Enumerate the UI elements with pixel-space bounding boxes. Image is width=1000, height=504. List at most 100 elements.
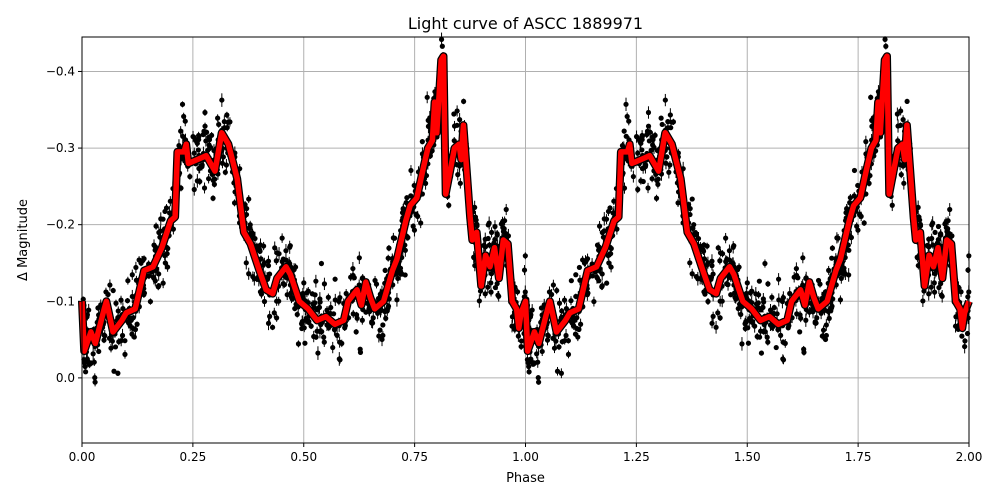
observation-point (920, 298, 926, 304)
observation-point (959, 333, 965, 339)
observation-point (410, 223, 416, 229)
observation-point (882, 36, 888, 43)
observation-point (812, 320, 818, 326)
observation-point (488, 229, 495, 236)
observation-point (663, 160, 669, 166)
observation-point (925, 243, 931, 249)
observation-point (568, 298, 574, 304)
observation-point (321, 339, 327, 345)
observation-point (151, 242, 157, 248)
observation-point (402, 272, 408, 278)
y-axis: −0.4 −0.3 −0.2 −0.1 0.0 (46, 64, 82, 385)
observation-point (568, 278, 574, 284)
observation-point (210, 177, 216, 184)
observation-point (551, 345, 558, 351)
observation-point (223, 162, 229, 168)
observation-point (476, 298, 482, 304)
observation-point (326, 324, 332, 331)
observation-point (765, 339, 771, 345)
observation-point (488, 289, 494, 295)
observation-point (594, 274, 600, 280)
observation-point (164, 264, 171, 270)
observation-point (709, 263, 715, 269)
observation-point (485, 284, 491, 290)
observation-point (438, 36, 445, 43)
observation-point (898, 108, 904, 114)
observation-point (103, 289, 109, 295)
observation-point (515, 333, 521, 339)
x-tick-label: 0.00 (69, 450, 96, 464)
observation-point (451, 111, 457, 117)
observation-point (662, 97, 668, 103)
observation-point (765, 281, 771, 287)
observation-point (110, 287, 116, 294)
observation-point (815, 277, 822, 284)
y-tick-label: 0.0 (56, 371, 75, 385)
observation-point (774, 311, 780, 317)
observation-point (736, 264, 742, 270)
observation-point (695, 235, 702, 242)
observation-point (180, 133, 186, 139)
observation-point (550, 282, 556, 288)
observation-point (125, 278, 131, 284)
observation-point (917, 217, 923, 223)
observation-point (81, 360, 88, 366)
observation-point (639, 132, 645, 139)
x-axis-label: Phase (506, 471, 545, 486)
observation-point (222, 169, 228, 175)
observation-point (500, 225, 506, 231)
observation-point (644, 131, 650, 138)
observation-point (898, 172, 904, 178)
observation-point (495, 292, 501, 298)
observation-point (947, 206, 953, 213)
observation-point (321, 281, 328, 287)
observation-point (385, 255, 391, 261)
observation-point (370, 315, 376, 321)
observation-point (556, 344, 562, 350)
observation-point (353, 329, 359, 335)
observation-point (118, 297, 124, 303)
observation-point (131, 334, 137, 340)
observation-point (127, 323, 133, 329)
observation-point (225, 119, 231, 125)
observation-point (274, 298, 280, 304)
observation-point (359, 317, 365, 323)
observation-point (814, 315, 820, 321)
observation-point (529, 307, 535, 313)
observation-point (156, 271, 162, 277)
observation-point (115, 308, 121, 314)
observation-point (926, 236, 932, 242)
observation-point (153, 223, 159, 229)
observation-point (187, 173, 193, 180)
observation-point (803, 317, 809, 323)
observation-point (486, 242, 493, 248)
observation-point (295, 341, 302, 347)
observation-point (666, 169, 672, 175)
observation-point (710, 313, 716, 319)
observation-point (851, 193, 857, 199)
observation-point (636, 137, 642, 143)
observation-point (474, 221, 480, 227)
observation-point (343, 290, 349, 297)
observation-point (930, 242, 936, 248)
observation-point (246, 225, 252, 231)
observation-point (838, 275, 844, 281)
observation-point (147, 298, 154, 305)
observation-point (689, 196, 695, 202)
observation-point (645, 123, 652, 129)
observation-point (700, 248, 707, 254)
observation-point (917, 221, 923, 227)
observation-point (265, 258, 272, 264)
observation-point (753, 301, 760, 307)
observation-point (111, 368, 117, 374)
observation-point (265, 320, 272, 326)
observation-point (317, 299, 323, 305)
observation-point (715, 310, 721, 316)
observation-point (701, 242, 707, 248)
observation-point (267, 313, 273, 319)
observation-point (424, 94, 430, 100)
y-tick-label: −0.3 (46, 141, 75, 155)
observation-point (841, 268, 847, 275)
observation-point (195, 147, 201, 153)
observation-point (607, 205, 613, 211)
